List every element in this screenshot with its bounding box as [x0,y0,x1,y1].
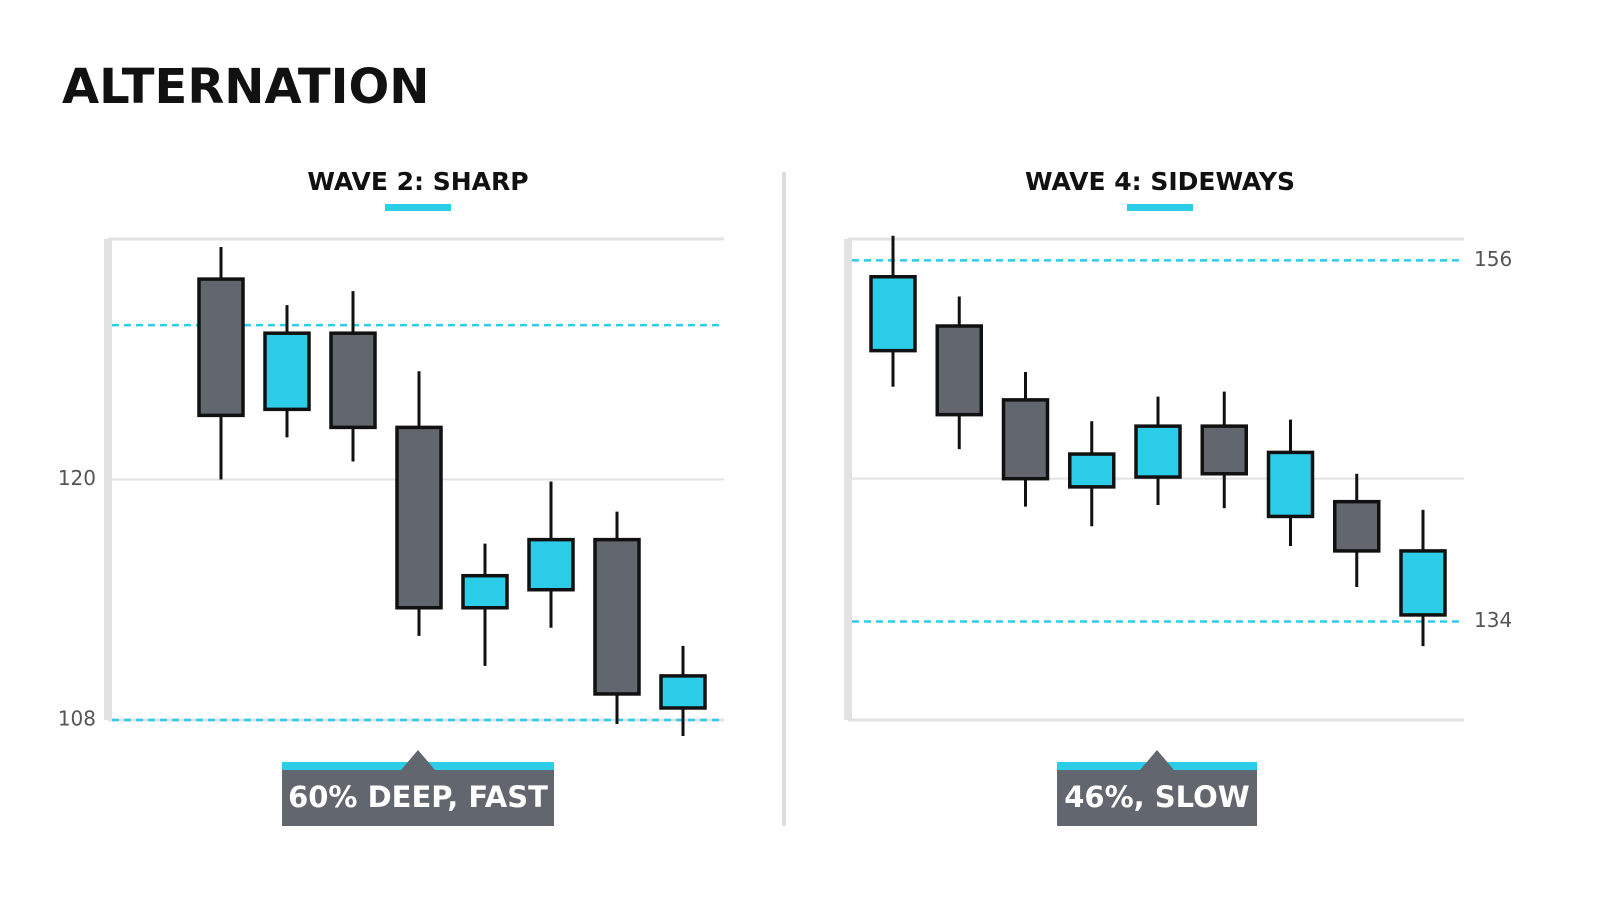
candle-body [263,331,311,412]
page-title: ALTERNATION [62,59,429,115]
candle-body [1200,424,1248,476]
annotation-text: 46%, SLOW [1064,780,1250,814]
annotation-box [1057,770,1257,826]
candle-body [935,324,983,417]
chart-title: WAVE 4: SIDEWAYS [1025,167,1295,196]
chart-title: WAVE 2: SHARP [307,167,528,196]
candle-body [1134,424,1182,479]
annotation-pointer [1140,750,1174,770]
title-underline [1127,204,1193,211]
y-tick-label: 120 [58,466,96,490]
candle-body [593,537,641,696]
candle-body [329,331,377,430]
candle-body [197,277,245,418]
y-tick-label: 134 [1474,608,1512,632]
candle-body [869,275,917,353]
title-underline [385,204,451,211]
candle-body [1266,450,1315,519]
candle-body [1001,398,1050,481]
annotation-box [282,770,554,826]
y-tick-label: 156 [1474,247,1512,271]
annotation-pointer [401,750,435,770]
y-tick-label: 108 [58,707,96,731]
candle-body [1333,499,1381,553]
candle-body [659,674,707,710]
annotation-text: 60% DEEP, FAST [288,780,548,814]
candle-body [461,573,509,610]
candle-body [527,537,575,592]
candle-body [395,425,443,610]
candle-body [1068,452,1116,489]
candle-body [1399,549,1447,617]
